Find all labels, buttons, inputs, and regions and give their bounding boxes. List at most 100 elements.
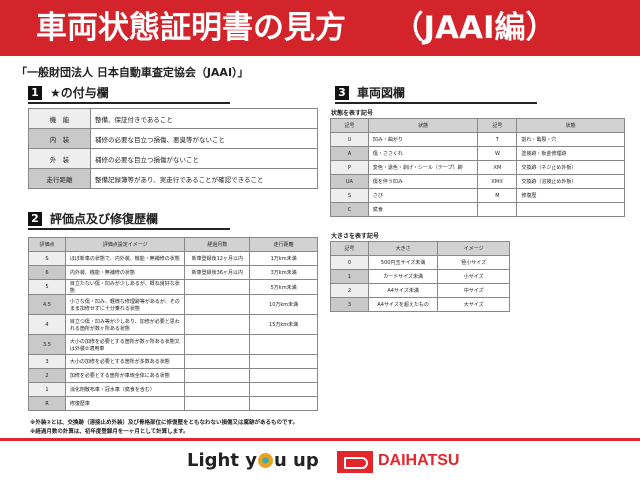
slogan-text: u up — [273, 450, 319, 471]
slogan-text: Light y — [187, 450, 257, 471]
section2-heading: 2 評価点及び修復歴欄 — [28, 210, 230, 230]
column-header: 記号 — [330, 118, 369, 133]
table-cell: C — [330, 202, 369, 217]
table-cell — [184, 294, 251, 315]
section-number: 2 — [28, 211, 42, 226]
table-row: 5 目立たない傷・凹みが少しあるが、概ね良好な状態 5万km未満 — [28, 279, 318, 295]
table-row: UA 傷を伴う凹み XM② 交換跡（溶接止め外板） — [330, 174, 625, 189]
daihatsu-logo-icon — [337, 451, 373, 473]
grade-table: 評価点 評価点設定イメージ 経過月数 走行距離 S ほぼ新車の状態で、内外装、機能・無補修… — [28, 237, 318, 411]
column-header: 状態 — [516, 118, 625, 133]
table-row: 内 装補修の必要な目立つ損傷、悪臭等がないこと — [28, 128, 318, 149]
table-cell: 4.5 — [28, 294, 66, 315]
table-cell: 6 — [28, 265, 66, 280]
table-cell: 大小の加修を必要とする箇所が多数ある状態 — [64, 354, 186, 369]
table-cell: 腐食 — [367, 202, 479, 217]
table-cell: R — [28, 396, 66, 411]
table-row: 0 500円玉サイズ未満 極小サイズ — [330, 255, 510, 270]
footer-divider — [0, 438, 640, 441]
table-cell — [184, 314, 251, 335]
column-header: 記号 — [477, 118, 518, 133]
size-label: 大きさを表す記号 — [331, 233, 380, 240]
table-cell: A4サイズを超えたもの — [367, 297, 439, 312]
section1-heading: 1 ★の付与欄 — [28, 84, 230, 104]
table-cell: 大サイズ — [437, 297, 510, 312]
table-cell — [249, 396, 318, 411]
table-cell: M — [477, 188, 518, 203]
table-cell: 3 — [330, 297, 369, 312]
state-table: 記号 状態 記号 状態 U 凹み・曲がり T 割れ・亀裂・穴 A 傷・ささくれ W 塗装跡・板金修理跡… — [330, 118, 625, 217]
table-cell: 4 — [28, 314, 66, 335]
table-cell — [516, 202, 625, 217]
row-key: 外 装 — [28, 148, 91, 169]
column-header: 経過月数 — [184, 237, 251, 252]
table-row: C 腐食 — [330, 202, 625, 217]
column-header: 走行距離 — [249, 237, 318, 252]
table-cell — [477, 202, 518, 217]
slogan-logo: Light y u up — [187, 450, 319, 471]
table-cell — [249, 354, 318, 369]
row-key: 機 能 — [28, 108, 91, 129]
row-value: 整備記録簿等があり、実走行であることが確認できること — [90, 168, 318, 189]
table-cell: 割れ・亀裂・穴 — [516, 132, 625, 147]
star-table: 機 能整備、保証付きであること内 装補修の必要な目立つ損傷、悪臭等がないこと外 … — [28, 108, 318, 189]
table-row: S さび M 修復歴 — [330, 188, 625, 203]
table-cell: 5 — [28, 279, 66, 295]
section3-heading: 3 車両図欄 — [335, 84, 537, 104]
table-row: 2 加修を必要とする箇所が車両全体にある状態 — [28, 368, 318, 383]
table-cell: 1 — [28, 382, 66, 397]
table-cell: 1 — [330, 269, 369, 284]
table-row: 4 目立つ傷・凹み等が少しあり、加修が必要と思われる箇所が数ヶ所ある状態 15万km… — [28, 314, 318, 335]
rainbow-o-icon — [257, 453, 273, 468]
page-title: 車両状態証明書の見方 （JAAI編） — [0, 0, 640, 56]
row-value: 補修の必要な目立つ損傷、悪臭等がないこと — [90, 128, 318, 149]
table-row: 3 A4サイズを超えたもの 大サイズ — [330, 297, 510, 312]
table-cell — [184, 334, 251, 355]
table-cell: 極小サイズ — [437, 255, 510, 270]
column-header: 状態 — [367, 118, 479, 133]
column-header: 大きさ — [367, 241, 439, 256]
table-cell: T — [477, 132, 518, 147]
row-value: 整備、保証付きであること — [90, 108, 318, 129]
table-cell: カードサイズ未満 — [367, 269, 439, 284]
table-row: 3.5 大小の加修を必要とする箇所が数ヶ所ある状態又は外装②適用車 — [28, 334, 318, 355]
table-cell — [184, 354, 251, 369]
table-cell: S — [330, 188, 369, 203]
table-row: 6 内外装、機能・無補修の状態 新車登録後36ヶ月以内 3万km未満 — [28, 265, 318, 280]
table-cell: 消化剤散布車・冠水車（腐食を含む） — [64, 382, 186, 397]
table-cell: 2 — [28, 368, 66, 383]
table-cell: 目立つ傷・凹み等が少しあり、加修が必要と思われる箇所が数ヶ所ある状態 — [64, 314, 186, 335]
table-cell: 小サイズ — [437, 269, 510, 284]
table-cell — [184, 396, 251, 411]
table-cell — [184, 368, 251, 383]
footnote: ※経過月数の計算は、初年度登録月を一ヶ月として計算します。 — [30, 429, 189, 435]
table-row: 2 A4サイズ未満 中サイズ — [330, 283, 510, 298]
table-cell: さび — [367, 188, 479, 203]
table-row: 3 大小の加修を必要とする箇所が多数ある状態 — [28, 354, 318, 369]
table-cell: 0 — [330, 255, 369, 270]
size-table: 記号 大きさ イメージ 0 500円玉サイズ未満 極小サイズ 1 カードサイズ未満 小サイズ 2 A… — [330, 241, 510, 312]
table-cell — [249, 382, 318, 397]
table-row: U 凹み・曲がり T 割れ・亀裂・穴 — [330, 132, 625, 147]
table-cell: W — [477, 146, 518, 161]
table-cell: S — [28, 251, 66, 266]
table-cell: 傷・ささくれ — [367, 146, 479, 161]
table-cell: XM② — [477, 174, 518, 189]
table-cell: 2 — [330, 283, 369, 298]
table-row: R 修復歴車 — [28, 396, 318, 411]
table-cell: A — [330, 146, 369, 161]
table-cell: A4サイズ未満 — [367, 283, 439, 298]
table-cell: 目立たない傷・凹みが少しあるが、概ね良好な状態 — [64, 279, 186, 295]
table-cell — [184, 382, 251, 397]
table-cell: 5万km未満 — [249, 279, 318, 295]
state-label: 状態を表す記号 — [331, 110, 374, 117]
table-cell: 修復歴 — [516, 188, 625, 203]
section-number: 1 — [28, 85, 42, 100]
table-cell — [184, 279, 251, 295]
table-cell: 修復歴車 — [64, 396, 186, 411]
table-row: 機 能整備、保証付きであること — [28, 108, 318, 129]
table-cell: 中サイズ — [437, 283, 510, 298]
table-row: 4.5 小さな傷・凹み、軽微な修理跡等があるが、そのまま加修せずに十分乗れる状態 1… — [28, 294, 318, 315]
table-cell: 内外装、機能・無補修の状態 — [64, 265, 186, 280]
section-title: ★の付与欄 — [50, 86, 109, 100]
